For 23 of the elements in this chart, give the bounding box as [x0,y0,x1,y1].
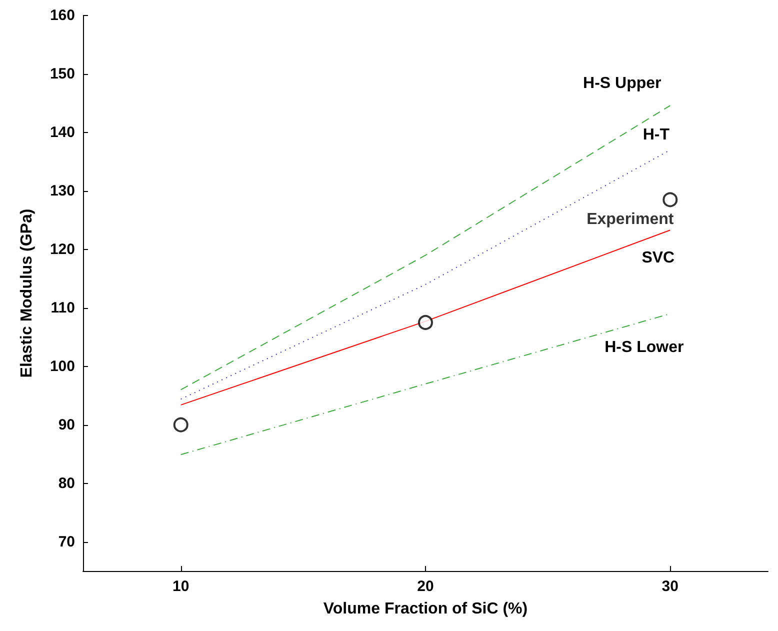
point [418,314,433,330]
y-tick-label: 150 [50,65,75,82]
point [173,417,188,432]
series-label: H-S Lower [604,339,684,356]
y-tick-label: 90 [58,416,75,434]
y-tick-label: 120 [50,240,75,258]
series-label: H-S Upper [583,75,662,92]
y-tick-label: 110 [50,299,75,316]
point [662,192,678,208]
y-tick-label: 140 [50,124,75,141]
y-tick-label: 160 [50,7,75,24]
series-label: SVC [642,250,676,267]
series-label: H-T [642,126,670,144]
series-label: Experiment [586,211,674,228]
y-tick-label: 80 [58,474,75,492]
y-tick-label: 100 [50,358,75,375]
x-tick-label: 20 [417,578,434,595]
x-tick-label: 30 [662,578,678,595]
x-axis-title: Volume Fraction of SiC (%) [323,600,528,618]
x-tick-label: 10 [172,578,190,595]
y-tick-label: 70 [58,533,75,550]
y-axis-title: Elastic Modulus (GPa) [18,208,36,378]
y-tick-label: 130 [50,182,75,200]
